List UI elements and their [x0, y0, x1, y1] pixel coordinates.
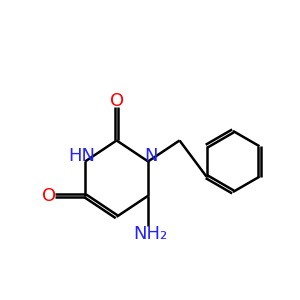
Text: N: N: [144, 147, 158, 165]
Text: O: O: [110, 92, 124, 110]
Text: HN: HN: [68, 147, 95, 165]
Text: O: O: [42, 187, 56, 205]
Text: NH₂: NH₂: [133, 225, 167, 243]
